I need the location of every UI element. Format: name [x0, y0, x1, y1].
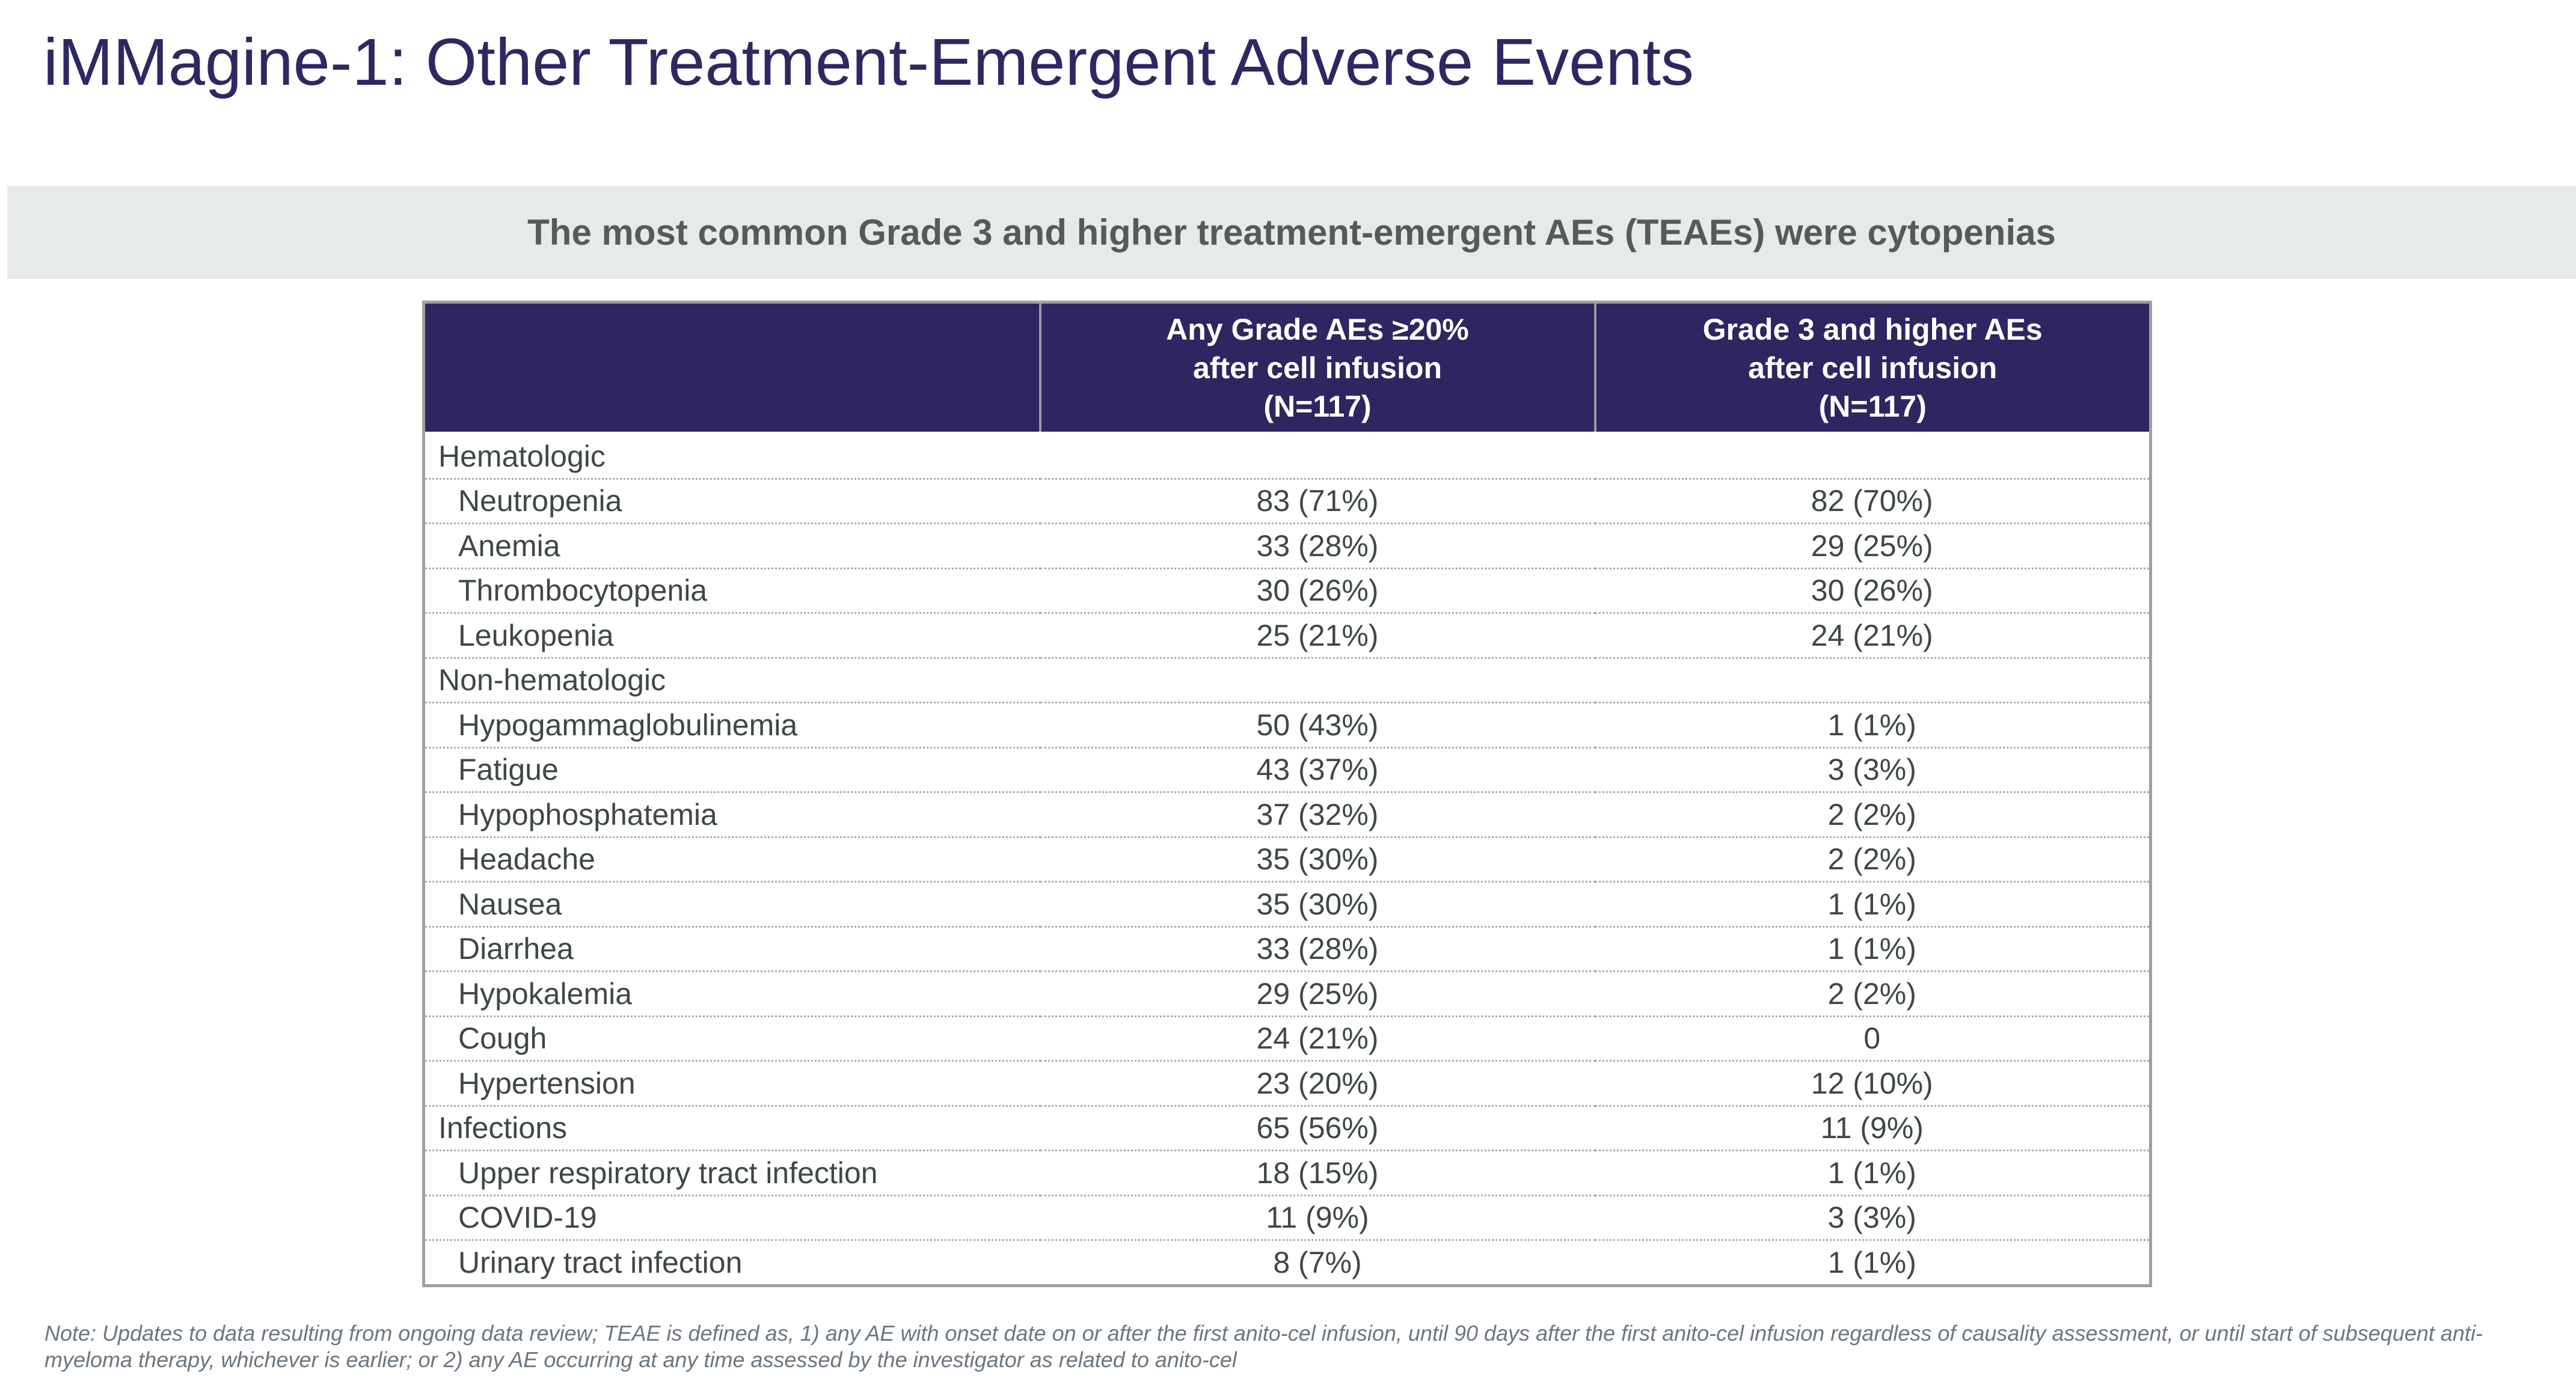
table-row: Hypogammaglobulinemia 50 (43%) 1 (1%)	[423, 702, 2151, 749]
grade3-value: 1 (1%)	[1827, 1245, 1916, 1279]
category-row: Non-hematologic	[423, 658, 2151, 703]
category-row: Hematologic	[423, 432, 2151, 480]
row-label: Hematologic	[423, 432, 1040, 480]
any-grade-value: 30 (26%)	[1040, 568, 1595, 614]
any-grade-value: 50 (43%)	[1040, 702, 1595, 749]
grade3-value: 11 (9%)	[1595, 1106, 2151, 1151]
table-row: Anemia 33 (28%) 29 (25%)	[423, 523, 2151, 569]
header-line: after cell infusion	[1748, 351, 1998, 385]
row-label: Infections	[423, 1106, 1040, 1151]
row-label: Hypophosphatemia	[423, 792, 1040, 838]
grade3-value: 24 (21%)	[1595, 613, 2151, 659]
header-line: (N=117)	[1263, 389, 1372, 423]
any-grade-value: 33 (28%)	[1040, 523, 1595, 569]
header-line: Any Grade AEs ≥20%	[1166, 312, 1469, 346]
row-label: Hypertension	[423, 1061, 1040, 1107]
grade3-value: 82 (70%)	[1595, 479, 2151, 524]
row-label: Fatigue	[423, 747, 1040, 793]
any-grade-value: 24 (21%)	[1040, 1016, 1595, 1062]
grade3-value: 12 (10%)	[1595, 1061, 2151, 1107]
table-row: Cough 24 (21%) 0	[423, 1016, 2151, 1062]
row-label: Non-hematologic	[423, 658, 1040, 703]
table-row: Diarrhea 33 (28%) 1 (1%)	[423, 926, 2151, 972]
row-label: Thrombocytopenia	[423, 568, 1040, 614]
any-grade-value: 43 (37%)	[1040, 747, 1595, 793]
table-row: Urinary tract infection 8 (7%) 1 (1%)	[424, 1240, 2151, 1286]
grade3-value	[1595, 658, 2151, 703]
row-label: Anemia	[423, 523, 1040, 569]
footnote: Note: Updates to data resulting from ong…	[44, 1321, 2483, 1372]
any-grade-value: 33 (28%)	[1040, 926, 1595, 972]
row-label: Neutropenia	[423, 479, 1040, 524]
table-row: Leukopenia 25 (21%) 24 (21%)	[423, 613, 2151, 659]
grade3-value: 2 (2%)	[1595, 971, 2151, 1017]
row-label: Diarrhea	[423, 926, 1040, 972]
row-label: Nausea	[423, 881, 1040, 928]
table-row: Hypertension 23 (20%) 12 (10%)	[423, 1061, 2151, 1107]
any-grade-value: 35 (30%)	[1040, 881, 1595, 928]
table-row: Thrombocytopenia 30 (26%) 30 (26%)	[423, 568, 2151, 614]
table-row: Neutropenia 83 (71%) 82 (70%)	[423, 479, 2151, 524]
header-line: Grade 3 and higher AEs	[1702, 312, 2043, 346]
row-label: Upper respiratory tract infection	[423, 1150, 1040, 1196]
page-title: iMMagine-1: Other Treatment-Emergent Adv…	[43, 25, 1694, 99]
table-row: Fatigue 43 (37%) 3 (3%)	[423, 747, 2151, 793]
subtitle-banner: The most common Grade 3 and higher treat…	[7, 186, 2576, 279]
table-row: COVID-19 11 (9%) 3 (3%)	[423, 1195, 2151, 1241]
adverse-events-table: Any Grade AEs ≥20% after cell infusion (…	[422, 301, 2152, 1287]
grade3-value: 2 (2%)	[1595, 792, 2151, 838]
table-row: Headache 35 (30%) 2 (2%)	[423, 837, 2151, 883]
row-label: Hypogammaglobulinemia	[423, 702, 1040, 749]
header-grade3: Grade 3 and higher AEs after cell infusi…	[1593, 302, 2151, 432]
any-grade-value: 18 (15%)	[1040, 1150, 1595, 1196]
row-label: Urinary tract infection	[458, 1245, 743, 1279]
row-label: Cough	[423, 1016, 1040, 1062]
grade3-value: 1 (1%)	[1595, 702, 2151, 749]
table-row: Upper respiratory tract infection 18 (15%…	[423, 1150, 2151, 1196]
grade3-value: 1 (1%)	[1595, 1150, 2151, 1196]
row-label: Hypokalemia	[423, 971, 1040, 1017]
any-grade-value	[1040, 658, 1595, 703]
row-label: Leukopenia	[423, 613, 1040, 659]
grade3-value: 0	[1595, 1016, 2151, 1062]
table-row: Nausea 35 (30%) 1 (1%)	[423, 881, 2151, 928]
table-row: Hypophosphatemia 37 (32%) 2 (2%)	[423, 792, 2151, 838]
table-header-row: Any Grade AEs ≥20% after cell infusion (…	[423, 302, 2151, 432]
any-grade-value	[1040, 432, 1595, 480]
grade3-value: 29 (25%)	[1595, 523, 2151, 569]
any-grade-value: 11 (9%)	[1040, 1195, 1595, 1241]
row-label: COVID-19	[423, 1195, 1040, 1241]
table-row: Hypokalemia 29 (25%) 2 (2%)	[423, 971, 2151, 1017]
grade3-value: 1 (1%)	[1595, 881, 2151, 928]
any-grade-value: 23 (20%)	[1040, 1061, 1595, 1107]
any-grade-value: 35 (30%)	[1040, 837, 1595, 883]
grade3-value: 2 (2%)	[1595, 837, 2151, 883]
category-row: Infections 65 (56%) 11 (9%)	[423, 1106, 2151, 1151]
any-grade-value: 83 (71%)	[1040, 479, 1595, 524]
any-grade-value: 25 (21%)	[1040, 613, 1595, 659]
header-line: after cell infusion	[1193, 351, 1442, 385]
row-label: Headache	[423, 837, 1040, 883]
subtitle: The most common Grade 3 and higher treat…	[527, 212, 2056, 253]
header-line: (N=117)	[1818, 389, 1927, 423]
grade3-value: 3 (3%)	[1595, 1195, 2151, 1241]
any-grade-value: 37 (32%)	[1040, 792, 1595, 838]
any-grade-value: 65 (56%)	[1040, 1106, 1595, 1151]
grade3-value	[1595, 432, 2151, 480]
header-any-grade: Any Grade AEs ≥20% after cell infusion (…	[1038, 302, 1595, 432]
any-grade-value: 29 (25%)	[1040, 971, 1595, 1017]
header-empty	[423, 302, 1040, 432]
grade3-value: 30 (26%)	[1595, 568, 2151, 614]
grade3-value: 3 (3%)	[1595, 747, 2151, 793]
any-grade-value: 8 (7%)	[1273, 1245, 1362, 1279]
grade3-value: 1 (1%)	[1595, 926, 2151, 972]
